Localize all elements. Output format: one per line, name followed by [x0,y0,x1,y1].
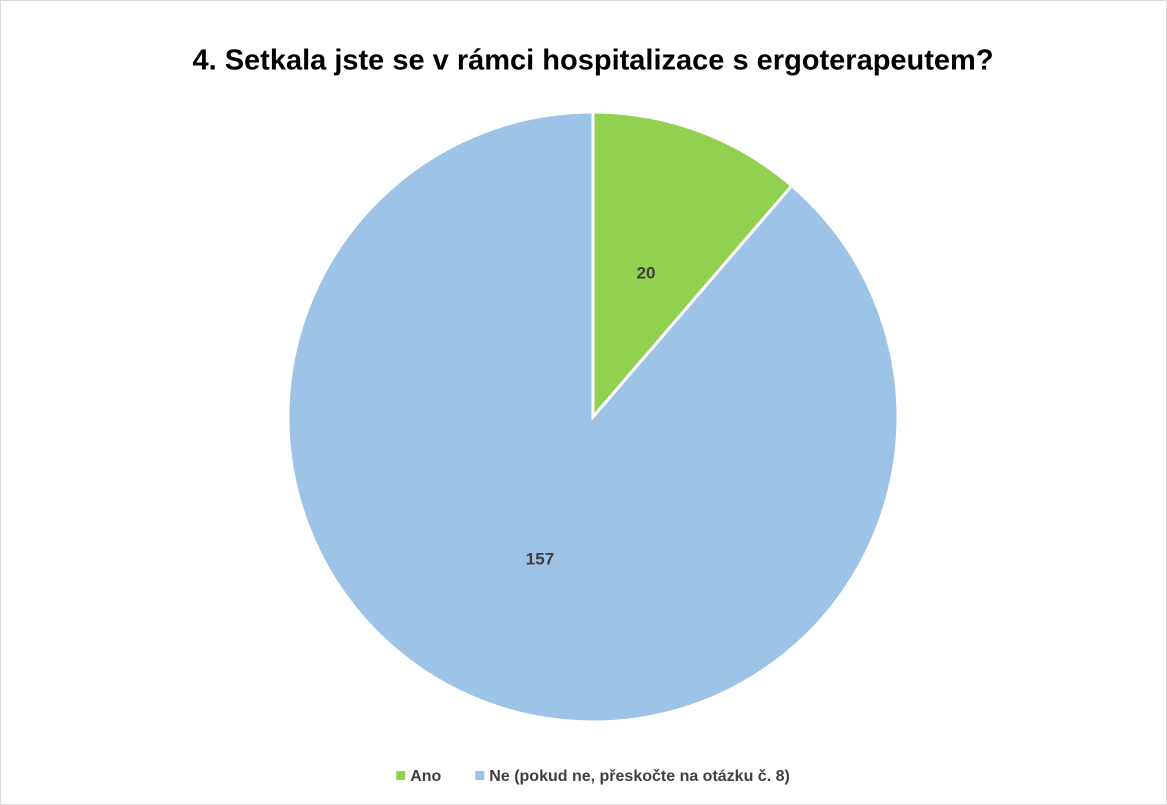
data-label: 20 [637,263,656,282]
chart-title: 4. Setkala jste se v rámci hospitalizace… [192,45,993,77]
legend-label: Ne (pokud ne, přeskočte na otázku č. 8) [489,768,790,785]
pie-slice [286,110,900,724]
data-label: 157 [526,549,554,568]
legend-swatch [396,771,406,780]
legend-label: Ano [410,768,441,785]
legend-swatch [475,771,485,780]
pie-slice [591,110,794,422]
